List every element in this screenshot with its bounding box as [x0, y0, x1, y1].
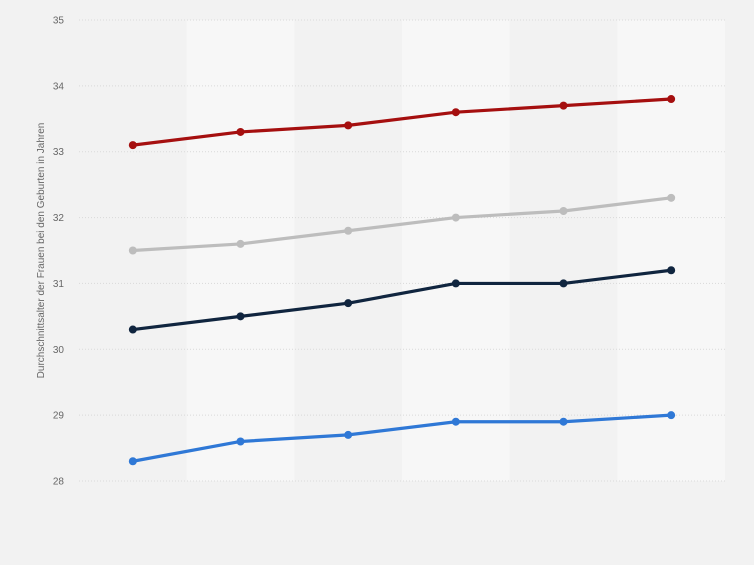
data-point[interactable]	[451, 417, 460, 426]
data-point[interactable]	[451, 279, 460, 288]
data-point[interactable]	[128, 325, 137, 334]
y-tick-label: 29	[53, 411, 65, 422]
plot-bands	[186, 20, 725, 481]
data-point[interactable]	[236, 437, 245, 446]
series-1	[128, 95, 676, 150]
y-axis-title: Durchschnittsalter der Frauen bei den Ge…	[36, 123, 47, 379]
series-line	[131, 97, 673, 147]
y-tick-label: 31	[53, 279, 65, 290]
data-point[interactable]	[559, 206, 568, 215]
data-point[interactable]	[344, 226, 353, 235]
y-tick-label: 35	[53, 16, 65, 27]
series-3	[128, 266, 676, 334]
plot-band	[402, 20, 510, 481]
data-point[interactable]	[451, 108, 460, 117]
series-group	[128, 95, 676, 466]
data-point[interactable]	[128, 457, 137, 466]
data-point[interactable]	[667, 193, 676, 202]
data-point[interactable]	[344, 430, 353, 439]
series-line	[131, 196, 673, 253]
data-point[interactable]	[236, 312, 245, 321]
data-point[interactable]	[128, 141, 137, 150]
data-point[interactable]	[559, 417, 568, 426]
series-2	[128, 193, 676, 255]
data-point[interactable]	[236, 239, 245, 248]
series-4	[128, 411, 676, 466]
data-point[interactable]	[344, 299, 353, 308]
data-point[interactable]	[344, 121, 353, 130]
y-tick-label: 30	[53, 345, 65, 356]
y-axis-ticks: 28 29 30 31 32 33 34 35	[53, 16, 65, 488]
data-point[interactable]	[667, 411, 676, 420]
series-line	[131, 413, 673, 463]
data-point[interactable]	[667, 266, 676, 275]
series-line	[131, 268, 673, 332]
y-tick-label: 32	[53, 213, 65, 224]
data-point[interactable]	[236, 127, 245, 136]
y-tick-label: 28	[53, 477, 65, 488]
data-point[interactable]	[667, 95, 676, 104]
y-tick-label: 33	[53, 147, 65, 158]
data-point[interactable]	[559, 279, 568, 288]
data-point[interactable]	[451, 213, 460, 222]
data-point[interactable]	[128, 246, 137, 255]
plot-band	[186, 20, 295, 481]
data-point[interactable]	[559, 101, 568, 110]
y-tick-label: 34	[53, 81, 65, 92]
